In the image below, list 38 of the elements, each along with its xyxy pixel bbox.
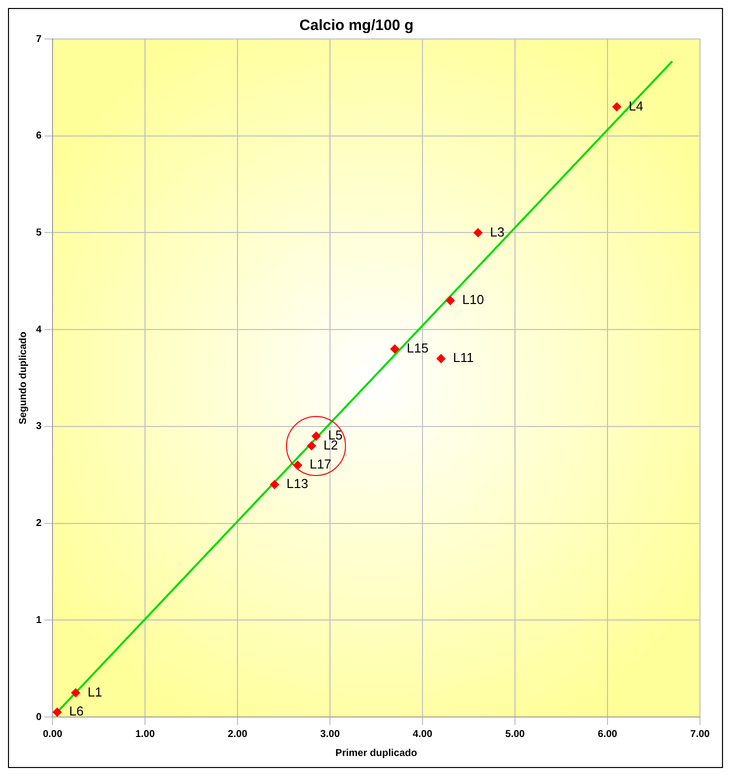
annotation: L17 [310, 456, 332, 472]
y-tick-label: 0 [36, 712, 42, 723]
x-tick-label: 1.00 [135, 728, 156, 740]
x-tick-label: 6.00 [598, 728, 618, 740]
annotation: L1 [88, 684, 102, 700]
point [71, 688, 80, 698]
x-tick-label: 4.00 [412, 728, 433, 740]
point [612, 102, 622, 112]
y-tick-label: 1 [36, 614, 42, 626]
y-tick-label: 4 [36, 324, 42, 336]
y-tick-label: 6 [36, 130, 42, 142]
point [474, 228, 483, 238]
y-tick-label: 7 [36, 34, 42, 45]
point [52, 708, 62, 717]
y-axis-title: Segundo duplicado [18, 332, 29, 424]
annotation: L11 [453, 350, 474, 366]
x-tick-label: 0.00 [42, 728, 63, 740]
chart-title: Calcio mg/100 g [299, 17, 414, 34]
y-tick-label: 2 [36, 518, 42, 530]
point [390, 344, 400, 354]
point [436, 354, 446, 364]
annotation: L3 [490, 224, 504, 240]
point [270, 480, 280, 490]
point [446, 296, 455, 306]
annotation: L4 [628, 98, 644, 114]
annotation: L10 [462, 292, 484, 308]
x-axis-title: Primer duplicado [335, 748, 418, 759]
annotation: L13 [286, 476, 308, 492]
x-tick-label: 2.00 [228, 728, 248, 740]
x-tick-label: 7.00 [690, 728, 710, 740]
annotation: L6 [69, 704, 84, 719]
point [307, 441, 316, 450]
y-tick-label: 5 [36, 227, 42, 238]
point [312, 432, 321, 441]
x-tick-label: 5.00 [505, 728, 526, 740]
annotation: L15 [406, 340, 428, 356]
x-tick-label: 3.00 [320, 728, 340, 740]
y-tick-label: 3 [36, 421, 42, 432]
